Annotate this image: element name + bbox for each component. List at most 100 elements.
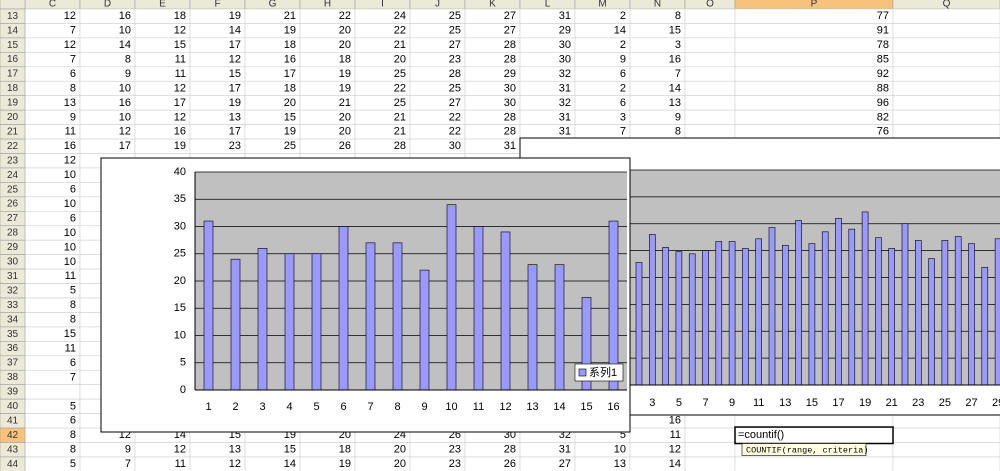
cell-value: 17 (119, 140, 131, 152)
cell-value: 19 (229, 10, 241, 22)
row-label: 35 (7, 329, 19, 340)
cell-value: 12 (64, 39, 76, 51)
legend-box (574, 363, 624, 382)
cell-value: 11 (65, 342, 76, 354)
cell (684, 456, 736, 471)
cell-value: 31 (559, 10, 571, 22)
cell-value: 28 (504, 444, 516, 456)
x-tick-label: 6 (340, 401, 346, 413)
cell-value: 16 (119, 97, 131, 109)
cell-value: 13 (64, 97, 76, 109)
cell (684, 66, 736, 82)
cell-value: 10 (64, 169, 76, 181)
cell-value: 24 (394, 10, 406, 22)
row-label: 29 (7, 242, 19, 253)
cell-value: 3 (675, 39, 681, 51)
cell (892, 66, 1000, 82)
cell (734, 8, 894, 24)
cell-value: 82 (877, 111, 889, 123)
bar (675, 251, 683, 386)
column-label: E (159, 0, 166, 10)
cell-value: 30 (559, 39, 571, 51)
cell-value: 25 (284, 140, 296, 152)
cell-value: 17 (229, 82, 241, 94)
column-label: G (269, 0, 277, 10)
bar (446, 204, 457, 391)
cell-value: 22 (394, 25, 406, 37)
cell-value: 10 (614, 444, 626, 456)
cell-value: 13 (229, 444, 241, 456)
y-tick-label: 30 (174, 220, 186, 232)
bar (795, 220, 802, 386)
cell-value: 15 (174, 39, 186, 51)
cell (734, 23, 894, 39)
cell (24, 384, 81, 400)
y-tick-label: 40 (174, 166, 186, 178)
cell-value: 7 (70, 25, 76, 37)
cell-value: 7 (70, 53, 76, 65)
legend-label: 系列1 (589, 365, 617, 379)
cell (892, 109, 1000, 125)
cell (734, 66, 894, 82)
cell-value: 32 (559, 68, 571, 80)
cell-value: 11 (175, 53, 186, 65)
bar (500, 231, 511, 391)
cell (892, 442, 1000, 458)
bar (257, 248, 268, 391)
row-label: 28 (7, 228, 19, 239)
cell-value: 12 (174, 25, 186, 37)
legend-swatch (578, 368, 587, 377)
cell-value: 6 (620, 97, 626, 109)
cell-value: 85 (877, 53, 889, 65)
cell-value: 22 (394, 82, 406, 94)
bar (981, 266, 989, 386)
cell (684, 23, 736, 39)
cell-value: 9 (125, 68, 131, 80)
cell (892, 37, 1000, 53)
cell-value: 16 (669, 415, 681, 427)
cell (892, 456, 1000, 471)
cell-value: 14 (669, 82, 681, 94)
cell (734, 95, 894, 111)
x-tick-label: 17 (832, 397, 844, 409)
x-tick-label: 5 (313, 401, 319, 413)
cell-value: 22 (449, 126, 461, 138)
bar (821, 231, 829, 386)
y-tick-label: 15 (174, 302, 186, 314)
cell-value: 10 (64, 198, 76, 210)
corner (0, 0, 26, 10)
tooltip-box (741, 443, 867, 456)
cell-value: 9 (675, 111, 681, 123)
column-label: P (811, 0, 818, 10)
cell-value: 31 (504, 140, 516, 152)
cell-value: 21 (339, 97, 351, 109)
x-tick-label: 8 (394, 401, 400, 413)
bar (901, 223, 909, 386)
bar (311, 253, 322, 391)
cell-value: 19 (229, 97, 241, 109)
cell-value: 10 (64, 241, 76, 253)
cell-value: 23 (449, 458, 461, 470)
row-label: 27 (7, 213, 19, 224)
bar (419, 269, 430, 391)
cell-value: 25 (394, 68, 406, 80)
y-tick-label: 20 (174, 275, 186, 287)
cell (734, 80, 894, 96)
bar (473, 226, 484, 391)
cell-value: 27 (449, 39, 461, 51)
cell-value: 13 (614, 458, 626, 470)
cell-value: 8 (675, 126, 681, 138)
x-tick-label: 3 (649, 397, 655, 409)
cell (892, 427, 1000, 443)
column-label: M (598, 0, 606, 10)
row-label: 25 (7, 184, 19, 195)
cell-value: 18 (339, 53, 351, 65)
cell-value: 12 (669, 444, 681, 456)
cell-value: 27 (449, 97, 461, 109)
x-tick-label: 16 (607, 401, 619, 413)
cell-value: 21 (284, 10, 296, 22)
bar (715, 241, 723, 386)
cell-value: 18 (284, 82, 296, 94)
